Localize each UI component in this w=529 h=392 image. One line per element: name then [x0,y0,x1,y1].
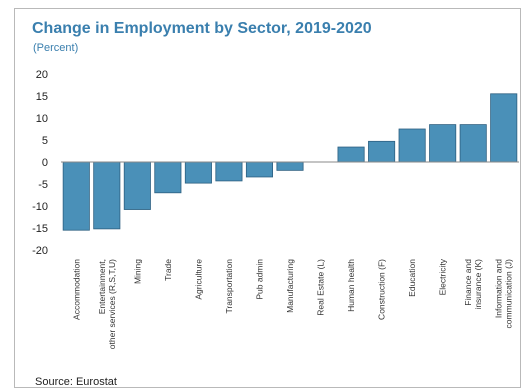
x-category-label: Trade [163,259,173,281]
y-tick-label: 15 [36,91,48,103]
bar [490,93,518,163]
x-category-label: Information andcommunication (J) [494,259,514,329]
x-category-label-line: Construction (F) [377,259,387,320]
x-category-label: Transportation [224,259,234,314]
x-category-label-line: Agriculture [193,259,203,300]
chart-title: Change in Employment by Sector, 2019-202… [32,20,372,37]
x-category-label-line: Trade [163,259,173,281]
x-category-label-line: Electricity [438,258,448,295]
bar [429,124,457,163]
bar [123,161,151,210]
bar [368,140,396,163]
bar [276,161,304,171]
y-tick-label: -20 [32,245,48,257]
x-category-label: Mining [132,259,142,284]
x-category-label: Education [407,259,417,297]
bar [62,161,90,231]
x-category-label: Construction (F) [377,259,387,320]
bar [154,161,182,194]
bar [93,161,121,230]
x-category-label-line: other services (R,S,T,U) [107,259,117,349]
x-category-label: Manufacturing [285,259,295,313]
y-tick-label: 5 [42,135,48,147]
chart-subtitle: (Percent) [33,42,79,54]
bar [215,161,243,182]
x-category-label-line: Entertainment, [97,259,107,314]
x-category-label-line: Transportation [224,259,234,314]
x-category-label: Accommodation [71,259,81,320]
x-category-label: Electricity [438,258,448,295]
x-category-label-line: insurance (K) [473,259,483,310]
x-category-label: Human health [346,259,356,312]
x-category-label: Real Estate (L) [316,259,326,316]
x-category-label-line: Pub admin [254,259,264,300]
x-category-label-line: communication (J) [504,259,514,329]
bars [62,93,518,231]
x-axis-labels: Accommodation Entertainment,other service… [71,258,513,349]
source-note: Source: Eurostat [35,376,117,388]
x-category-label-line: Manufacturing [285,259,295,313]
x-category-label-line: Human health [346,259,356,312]
x-category-label-line: Real Estate (L) [316,259,326,316]
x-category-label: Finance andinsurance (K) [463,259,483,310]
y-tick-label: 0 [42,157,48,169]
bar [184,161,212,184]
x-category-label: Entertainment,other services (R,S,T,U) [97,259,117,349]
bar [337,146,365,163]
bar [459,124,487,163]
x-category-label-line: Accommodation [71,259,81,320]
x-category-label: Pub admin [254,259,264,300]
y-axis-ticks: 20 15 10 5 0 -5 -10 -15 -20 [32,69,48,257]
y-tick-label: 20 [36,69,48,81]
y-tick-label: 10 [36,113,48,125]
y-tick-label: -5 [38,179,48,191]
x-category-label-line: Information and [494,259,504,318]
x-category-label-line: Education [407,259,417,297]
y-tick-label: -15 [32,223,48,235]
bar [245,161,273,178]
x-category-label-line: Finance and [463,259,473,306]
bar [398,128,426,163]
x-category-label-line: Mining [132,259,142,284]
y-tick-label: -10 [32,201,48,213]
x-category-label: Agriculture [193,259,203,300]
